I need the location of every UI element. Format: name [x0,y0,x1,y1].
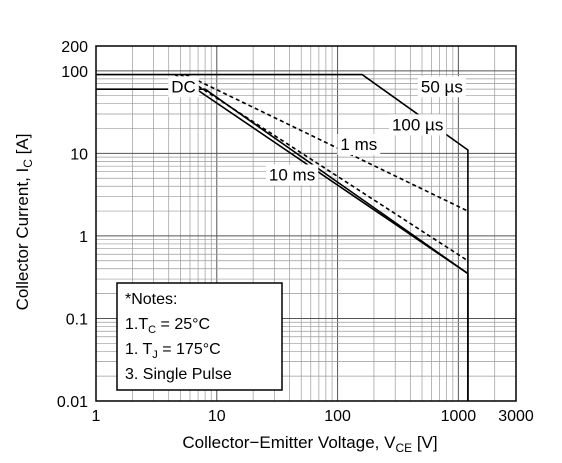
notes-line-1-pre: 1.T [125,316,148,333]
y-tick-label: 200 [61,39,88,56]
curve-label: 100 µs [392,115,443,134]
x-axis-label-sub: CE [395,441,412,455]
notes-line-2: 1. TJ = 175°C [125,341,221,361]
x-axis-label-main: Collector−Emitter Voltage, V [182,433,396,452]
curve-label-bg [337,133,381,155]
y-tick-label: 0.01 [57,394,88,411]
x-axis-label: Collector−Emitter Voltage, VCE [V] [182,433,437,455]
grid [96,46,516,401]
notes-title: *Notes: [125,291,177,308]
y-axis-label-sub: C [21,159,35,168]
y-axis-label: Collector Current, IC [A] [13,134,35,311]
curve-dc [96,88,469,401]
curve-label-bg [388,114,447,136]
curve-100-s [185,73,469,212]
plot-frame [95,45,517,402]
notes-box-frame [116,282,283,391]
notes-line-2-pre: 1. T [125,341,153,358]
notes-line-2-post: = 175°C [158,341,221,358]
curve-label: DC [171,77,196,96]
notes-line-1-post: = 25°C [156,316,210,333]
notes-line-3: 3. Single Pulse [125,366,232,383]
x-tick-label: 10 [208,408,226,425]
notes-box: *Notes: 1.TC = 25°C 1. TJ = 175°C 3. Sin… [116,282,283,391]
x-tick-label: 100 [324,408,351,425]
curve-label: 10 ms [269,165,315,184]
x-tick-label: 3000 [498,408,534,425]
curve-label: 50 µs [421,77,463,96]
notes-line-2-sub: J [152,349,158,361]
y-tick-label: 0.1 [66,311,88,328]
notes-line-1: 1.TC = 25°C [125,316,210,336]
y-axis-label-main: Collector Current, I [13,168,32,311]
x-tick-label: 1000 [441,408,477,425]
curves [96,73,469,401]
curve-10-ms [174,73,469,275]
x-tick-labels: 1 10 100 1000 3000 [92,408,534,425]
y-axis-label-unit: [A] [13,134,32,160]
x-tick-label: 1 [92,408,101,425]
y-tick-labels: 0.01 0.1 1 10 100 200 [57,39,88,411]
curve-label-bg [168,76,199,98]
curve-label: 1 ms [340,135,377,154]
y-tick-label: 100 [61,64,88,81]
curve-label-bg [417,76,466,98]
y-tick-label: 10 [70,146,88,163]
notes-line-1-sub: C [148,324,156,336]
curve-labels: DC 50 µs 100 µs 1 ms 10 ms [168,76,466,186]
curve-label-bg [265,164,319,186]
x-axis-label-unit: [V] [412,433,438,452]
y-tick-label: 1 [79,229,88,246]
